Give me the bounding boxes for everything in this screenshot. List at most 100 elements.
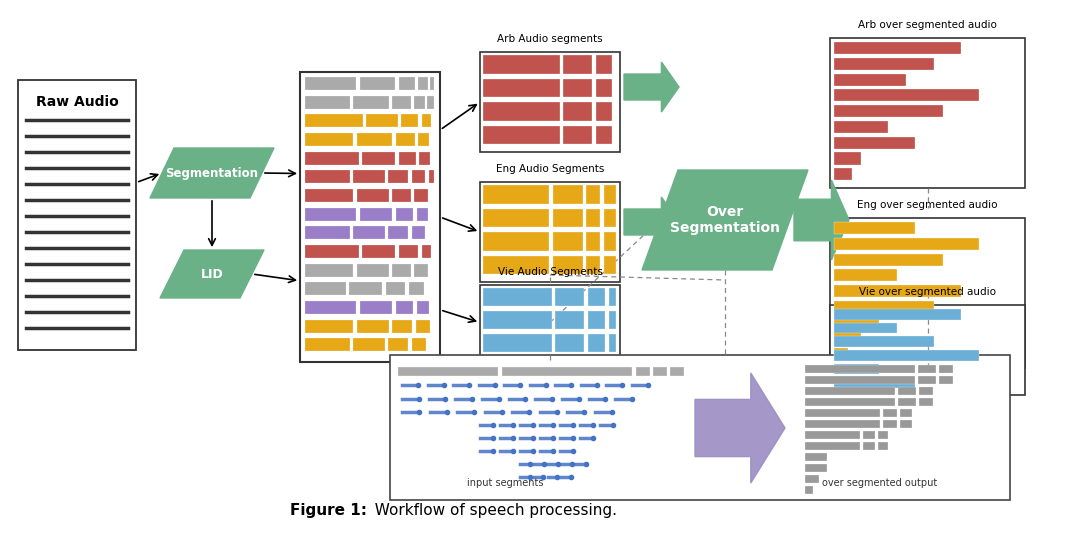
Bar	[360, 301, 392, 314]
Bar	[831, 305, 1025, 395]
Bar	[834, 42, 961, 54]
Bar	[609, 311, 616, 329]
Bar	[411, 171, 424, 183]
Bar	[555, 288, 584, 307]
Bar	[417, 301, 429, 314]
Bar	[305, 208, 356, 221]
Bar	[416, 320, 430, 332]
Bar	[415, 96, 424, 109]
Bar	[386, 282, 405, 295]
Bar	[834, 350, 978, 360]
Bar	[480, 52, 620, 152]
Bar	[483, 209, 549, 227]
Bar	[604, 232, 616, 251]
Polygon shape	[150, 148, 274, 198]
Bar	[305, 338, 350, 351]
Bar	[388, 226, 408, 239]
Bar	[396, 301, 414, 314]
Bar	[834, 270, 897, 281]
Bar	[357, 133, 392, 146]
Text: Eng over segmented audio: Eng over segmented audio	[858, 200, 998, 210]
Bar	[588, 288, 605, 307]
Bar	[919, 398, 933, 406]
Bar	[305, 245, 359, 258]
Bar	[834, 89, 978, 102]
Bar	[480, 285, 620, 360]
Bar	[834, 222, 916, 234]
Bar	[897, 387, 916, 395]
Text: Eng Audio Segments: Eng Audio Segments	[496, 164, 604, 174]
Bar	[918, 376, 936, 384]
Bar	[863, 431, 875, 439]
Bar	[834, 301, 933, 313]
Bar	[415, 189, 428, 202]
Bar	[834, 121, 888, 133]
Text: LID: LID	[201, 267, 224, 280]
Polygon shape	[624, 62, 679, 112]
Bar	[360, 77, 395, 90]
Bar	[483, 232, 549, 251]
Bar	[834, 137, 916, 149]
Text: Workflow of speech processing.: Workflow of speech processing.	[365, 502, 617, 518]
Bar	[834, 238, 978, 250]
Bar	[834, 253, 943, 266]
Bar	[609, 288, 616, 307]
Bar	[480, 182, 620, 282]
Bar	[805, 409, 880, 417]
Bar	[353, 171, 384, 183]
Bar	[588, 311, 605, 329]
Bar	[604, 256, 616, 274]
Bar	[396, 208, 414, 221]
Bar	[564, 79, 592, 97]
Bar	[805, 453, 827, 461]
Bar	[834, 309, 961, 320]
Bar	[834, 364, 879, 374]
Polygon shape	[642, 170, 808, 270]
Bar	[411, 338, 427, 351]
Bar	[483, 311, 552, 329]
Bar	[834, 323, 897, 333]
Bar	[805, 475, 819, 483]
Bar	[588, 334, 605, 352]
Bar	[604, 209, 616, 227]
Bar	[300, 72, 440, 362]
Bar	[834, 332, 861, 344]
Bar	[353, 226, 384, 239]
Bar	[422, 115, 431, 128]
Text: Arb over segmented audio: Arb over segmented audio	[859, 20, 997, 30]
Bar	[357, 320, 389, 332]
Bar	[897, 398, 916, 406]
Bar	[305, 226, 350, 239]
Bar	[831, 218, 1025, 368]
Text: Vie over segmented audio: Vie over segmented audio	[859, 287, 996, 297]
Bar	[366, 115, 397, 128]
Bar	[918, 365, 936, 373]
Bar	[604, 185, 616, 204]
Text: Vie Audio Segments: Vie Audio Segments	[498, 267, 603, 277]
Bar	[483, 55, 559, 74]
Bar	[553, 185, 582, 204]
Polygon shape	[160, 250, 264, 298]
Bar	[834, 377, 916, 388]
Text: Over
Segmentation: Over Segmentation	[670, 205, 780, 235]
Bar	[555, 334, 584, 352]
Bar	[357, 264, 389, 277]
Bar	[805, 365, 915, 373]
Bar	[805, 464, 827, 472]
Bar	[417, 208, 428, 221]
Bar	[834, 348, 849, 360]
Bar	[883, 409, 897, 417]
Bar	[834, 285, 961, 298]
Bar	[483, 79, 559, 97]
Bar	[401, 115, 418, 128]
Bar	[553, 256, 582, 274]
Bar	[305, 320, 353, 332]
Bar	[564, 102, 592, 121]
Bar	[390, 355, 1010, 500]
Bar	[834, 317, 879, 329]
Bar	[399, 245, 418, 258]
Bar	[409, 282, 423, 295]
Bar	[388, 338, 408, 351]
Bar	[878, 431, 888, 439]
Bar	[305, 282, 346, 295]
